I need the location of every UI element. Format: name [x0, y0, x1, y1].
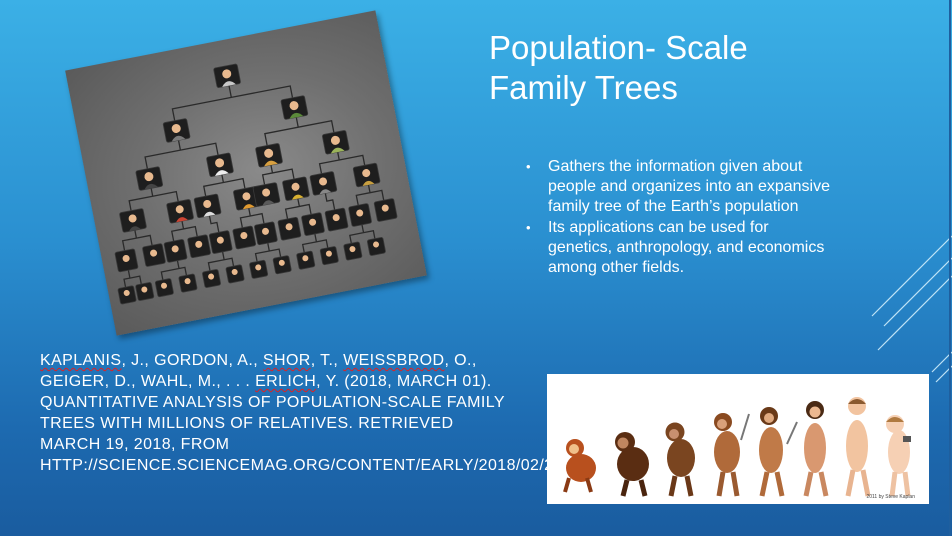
family-tree-graphic [114, 63, 398, 305]
evolution-credit: 2011 by Steve Kaplan [866, 494, 915, 500]
citation-text[interactable]: KAPLANIS, J., GORDON, A., SHOR, T., WEIS… [40, 350, 765, 476]
citation-author-weissbrod: WEISSBROD [343, 352, 445, 369]
citation-author-kaplanis: KAPLANIS [40, 352, 122, 369]
slide-title-line-1: Population- Scale [489, 29, 748, 66]
evolution-graphic [563, 397, 911, 497]
family-tree-image [65, 10, 427, 336]
bullet-item: Gathers the information given about peop… [522, 157, 832, 217]
citation-part: , J., GORDON, A., [121, 352, 263, 369]
citation-part: , T., [310, 352, 344, 369]
evolution-image: 2011 by Steve Kaplan [547, 374, 929, 504]
slide-title[interactable]: Population- Scale Family Trees [489, 28, 909, 108]
citation-author-shor: SHOR [262, 352, 311, 369]
bullet-list[interactable]: Gathers the information given about peop… [522, 157, 832, 279]
slide-title-line-2: Family Trees [489, 69, 678, 106]
citation-part: , O., GEIGER, D., WAHL, M., . . . [40, 352, 477, 390]
bullet-item: Its applications can be used for genetic… [522, 218, 832, 278]
citation-author-erlich: ERLICH [255, 373, 317, 390]
